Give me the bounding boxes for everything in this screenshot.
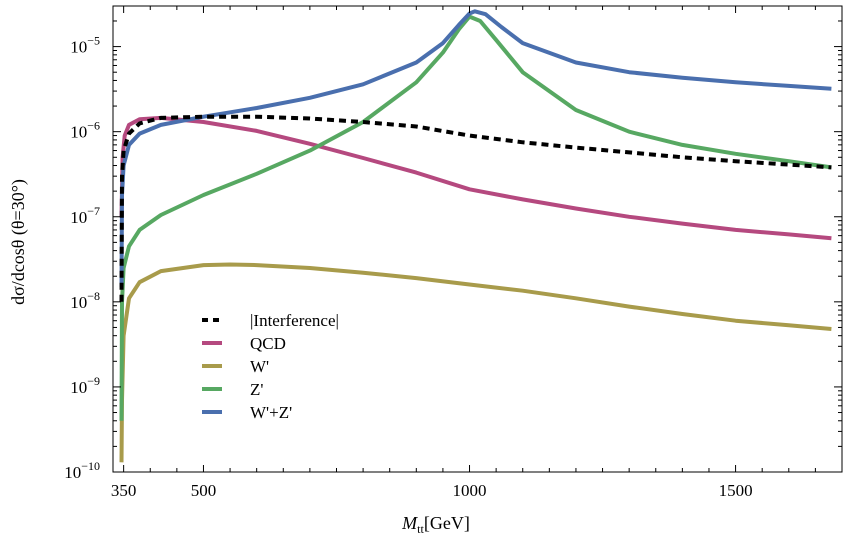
x-tick-label: 350 — [111, 481, 137, 500]
legend-label-z: Z' — [250, 380, 263, 399]
series-line-z — [119, 14, 832, 421]
series-curves — [119, 9, 832, 463]
x-tick-label: 500 — [191, 481, 217, 500]
y-tick-label: 10−9 — [70, 374, 100, 397]
legend-label-w: W' — [250, 357, 269, 376]
series-line-w-z — [119, 9, 832, 287]
y-tick-label: 10−10 — [64, 459, 100, 482]
y-tick-label: 10−7 — [70, 204, 100, 227]
y-tick-label: 10−8 — [70, 289, 100, 312]
y-axis: 10−10 10−9 10−8 10−7 10−6 10−5 — [64, 20, 842, 482]
legend-label-qcd: QCD — [250, 334, 286, 353]
x-tick-label: 1000 — [453, 481, 487, 500]
series-line-qcd — [119, 115, 832, 241]
x-axis-title-sub: tt — [417, 522, 424, 536]
legend-label-interference: |Interference| — [250, 311, 339, 330]
x-axis-title-unit: [GeV] — [424, 513, 470, 533]
x-axis-title-main: M — [401, 513, 418, 533]
plot-border — [112, 5, 843, 473]
series-line-interference — [119, 114, 832, 302]
legend: |Interference| QCD W' Z' W'+Z' — [202, 311, 339, 422]
plot-frame — [112, 5, 843, 473]
x-axis: 350 500 1000 1500 — [111, 6, 843, 500]
legend-label-w-z: W'+Z' — [250, 403, 292, 422]
y-axis-title: dσ/dcosθ (θ=30°) — [8, 179, 29, 305]
series-line-w — [119, 262, 832, 463]
x-axis-title: Mtt[GeV] — [401, 513, 470, 536]
x-tick-label: 1500 — [719, 481, 753, 500]
y-tick-label: 10−5 — [70, 34, 100, 57]
y-tick-label: 10−6 — [70, 119, 100, 142]
